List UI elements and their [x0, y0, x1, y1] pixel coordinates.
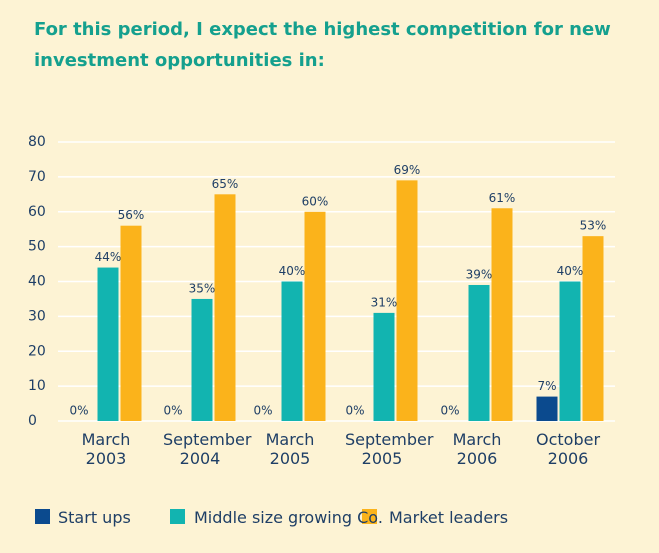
value-label: 0% [163, 404, 182, 418]
bar [396, 180, 418, 421]
y-tick-label: 10 [28, 378, 46, 394]
y-tick-label: 0 [28, 413, 37, 429]
y-tick-label: 60 [28, 204, 46, 220]
x-tick-label: October 2006 [535, 430, 601, 468]
value-label: 44% [95, 250, 122, 264]
x-tick-label: September 2005 [345, 430, 434, 468]
bar [281, 281, 303, 421]
bar [536, 396, 558, 421]
value-label: 7% [537, 379, 556, 393]
bar [304, 211, 326, 421]
x-tick-label: September 2004 [163, 430, 252, 468]
value-label: 53% [580, 219, 607, 233]
value-label: 35% [189, 281, 216, 295]
value-label: 61% [489, 191, 516, 205]
value-label: 40% [279, 264, 306, 278]
value-label: 31% [371, 295, 398, 309]
legend-swatch [362, 509, 377, 524]
bar [120, 225, 142, 421]
value-label: 40% [557, 264, 584, 278]
legend-swatch [170, 509, 185, 524]
x-tick-label: March 2005 [265, 430, 315, 468]
bar [559, 281, 581, 421]
bar [468, 284, 490, 421]
value-label: 39% [466, 267, 493, 281]
legend-label: Middle size growing Co. [194, 508, 383, 527]
value-label: 65% [212, 177, 239, 191]
legend-label: Start ups [58, 508, 131, 527]
bar [373, 312, 395, 421]
bar [97, 267, 119, 421]
legend-swatch [35, 509, 50, 524]
y-tick-label: 30 [28, 308, 46, 324]
value-label: 0% [345, 404, 364, 418]
y-tick-label: 70 [28, 169, 46, 185]
x-tick-label: March 2006 [452, 430, 502, 468]
bar [191, 298, 213, 421]
value-label: 0% [69, 404, 88, 418]
y-tick-label: 50 [28, 239, 46, 255]
value-label: 56% [118, 208, 145, 222]
y-tick-label: 20 [28, 343, 46, 359]
y-tick-label: 40 [28, 274, 46, 290]
legend-label: Market leaders [389, 508, 509, 527]
value-label: 60% [302, 194, 329, 208]
bar [214, 194, 236, 421]
chart-title: For this period, I expect the highest co… [34, 19, 611, 71]
x-tick-label: March 2003 [81, 430, 131, 468]
value-label: 0% [253, 404, 272, 418]
bar [582, 236, 604, 421]
bar [491, 208, 513, 421]
value-label: 0% [440, 404, 459, 418]
y-tick-label: 80 [28, 134, 46, 150]
value-label: 69% [394, 163, 421, 177]
